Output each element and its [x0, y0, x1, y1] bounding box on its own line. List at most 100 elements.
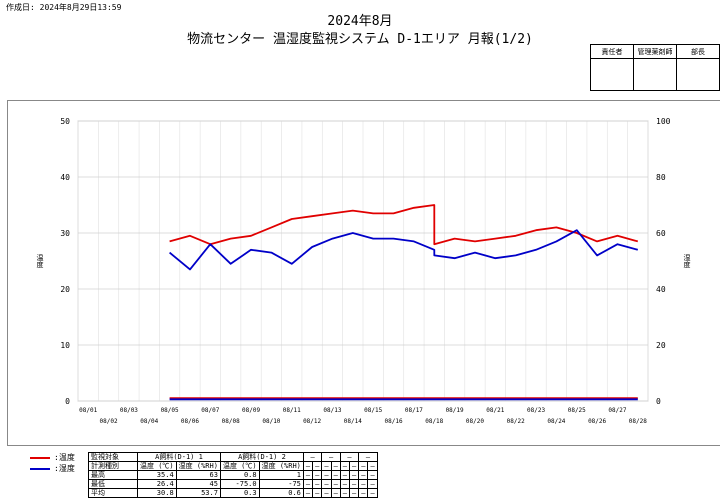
report-title: 物流センター 温湿度監視システム D-1エリア 月報(1/2)	[187, 32, 533, 47]
stamp-header-responsible: 責任者	[590, 44, 634, 59]
x-tick-label: 08/22	[507, 418, 525, 425]
y-right-tick-label: 40	[656, 285, 666, 294]
value-cell: ―	[321, 470, 332, 480]
value-cell: ―	[367, 479, 378, 489]
x-tick-label: 08/19	[446, 407, 464, 414]
value-cell: ―	[348, 470, 360, 480]
type-cell: ―	[312, 461, 323, 471]
row-label-avg: 平均	[88, 488, 138, 498]
value-cell: ―	[312, 470, 323, 480]
group-header: ―	[339, 452, 360, 462]
value-cell: ―	[367, 488, 378, 498]
x-tick-label: 08/14	[344, 418, 362, 425]
y-right-tick-label: 60	[656, 229, 666, 238]
value-cell: ―	[339, 488, 351, 498]
x-tick-label: 08/26	[588, 418, 606, 425]
value-cell: ―	[321, 488, 332, 498]
group-header: A飼料(D-1) 2	[219, 452, 304, 462]
value-cell: ―	[312, 488, 323, 498]
legend-label-humidity: :湿度	[54, 464, 75, 473]
value-cell: ―	[339, 470, 351, 480]
value-cell: ―	[339, 479, 351, 489]
value-cell: ―	[302, 488, 314, 498]
table-row-max: 最高 35.4 63 0.8 1 ― ― ― ― ― ― ― ―	[88, 470, 378, 480]
x-tick-label: 08/13	[323, 407, 341, 414]
y-right-tick-label: 0	[656, 397, 661, 406]
value-cell: ―	[367, 470, 378, 480]
value-cell: ―	[302, 479, 314, 489]
value-cell: 63	[175, 470, 221, 480]
type-cell: 温度 (℃)	[219, 461, 260, 471]
table-row-types: 計測種別 温度 (℃) 湿度 (%RH) 温度 (℃) 湿度 (%RH) ― ―…	[88, 461, 378, 471]
value-cell: ―	[358, 488, 369, 498]
approval-stamp-box: 責任者 管理薬剤師 部長	[590, 44, 720, 91]
legend-item-temperature: :温度	[30, 452, 75, 463]
x-tick-label: 08/23	[527, 407, 545, 414]
value-cell: ―	[321, 479, 332, 489]
type-cell: 湿度 (%RH)	[258, 461, 304, 471]
type-cell: ―	[358, 461, 369, 471]
created-date: 作成日: 2024年8月29日13:59	[6, 3, 122, 12]
x-tick-label: 08/21	[486, 407, 504, 414]
x-tick-label: 08/16	[385, 418, 403, 425]
y-left-tick-label: 20	[60, 285, 70, 294]
value-cell: ―	[348, 479, 360, 489]
table-row-min: 最低 26.4 45 -75.0 -75 ― ― ― ― ― ― ― ―	[88, 479, 378, 489]
value-cell: ―	[330, 488, 341, 498]
value-cell: -75	[258, 479, 304, 489]
stamp-cell-manager	[676, 58, 720, 91]
type-cell: ―	[302, 461, 314, 471]
value-cell: ―	[358, 470, 369, 480]
value-cell: ―	[312, 479, 323, 489]
y-left-tick-label: 30	[60, 229, 70, 238]
legend-item-humidity: :湿度	[30, 463, 75, 474]
summary-table: 監視対象 A飼料(D-1) 1 A飼料(D-1) 2 ― ― ― ― 計測種別 …	[88, 452, 378, 498]
x-tick-label: 08/04	[140, 418, 158, 425]
legend-swatch-humidity	[30, 467, 50, 470]
type-cell: ―	[339, 461, 351, 471]
group-header: ―	[321, 452, 341, 462]
value-cell: ―	[348, 488, 360, 498]
stamp-header-manager: 部長	[676, 44, 720, 59]
row-label-target: 監視対象	[88, 452, 138, 462]
y-left-tick-label: 40	[60, 173, 70, 182]
value-cell: 35.4	[137, 470, 177, 480]
value-cell: ―	[330, 470, 341, 480]
value-cell: 45	[175, 479, 221, 489]
x-tick-label: 08/09	[242, 407, 260, 414]
value-cell: ―	[358, 479, 369, 489]
stamp-cell-pharmacist	[633, 58, 677, 91]
y-right-axis-label: 湿度	[683, 253, 691, 269]
y-left-tick-label: 50	[60, 117, 70, 126]
x-tick-label: 08/11	[283, 407, 301, 414]
value-cell: ―	[302, 470, 314, 480]
x-tick-label: 08/18	[425, 418, 443, 425]
x-tick-label: 08/25	[568, 407, 586, 414]
report-month: 2024年8月	[327, 14, 393, 29]
temperature-line	[169, 204, 639, 246]
y-right-tick-label: 100	[656, 117, 671, 126]
value-cell: 1	[258, 470, 304, 480]
x-tick-label: 08/24	[547, 418, 565, 425]
legend-swatch-temperature	[30, 456, 50, 459]
value-cell: 0.3	[219, 488, 260, 498]
group-header: ―	[302, 452, 323, 462]
table-row-avg: 平均 30.8 53.7 0.3 0.6 ― ― ― ― ― ― ― ―	[88, 488, 378, 498]
type-cell: 湿度 (%RH)	[175, 461, 221, 471]
value-cell: ―	[330, 479, 341, 489]
y-left-tick-label: 10	[60, 341, 70, 350]
x-tick-label: 08/10	[262, 418, 280, 425]
x-tick-label: 08/28	[629, 418, 647, 425]
value-cell: 26.4	[137, 479, 177, 489]
type-cell: 温度 (℃)	[137, 461, 177, 471]
y-left-axis-label: 温度	[36, 253, 44, 269]
x-tick-label: 08/17	[405, 407, 423, 414]
row-label-max: 最高	[88, 470, 138, 480]
x-tick-label: 08/02	[100, 418, 118, 425]
x-tick-label: 08/05	[161, 407, 179, 414]
type-cell: ―	[367, 461, 378, 471]
group-header: A飼料(D-1) 1	[137, 452, 221, 462]
humidity-line	[169, 229, 639, 271]
x-tick-label: 08/07	[201, 407, 219, 414]
